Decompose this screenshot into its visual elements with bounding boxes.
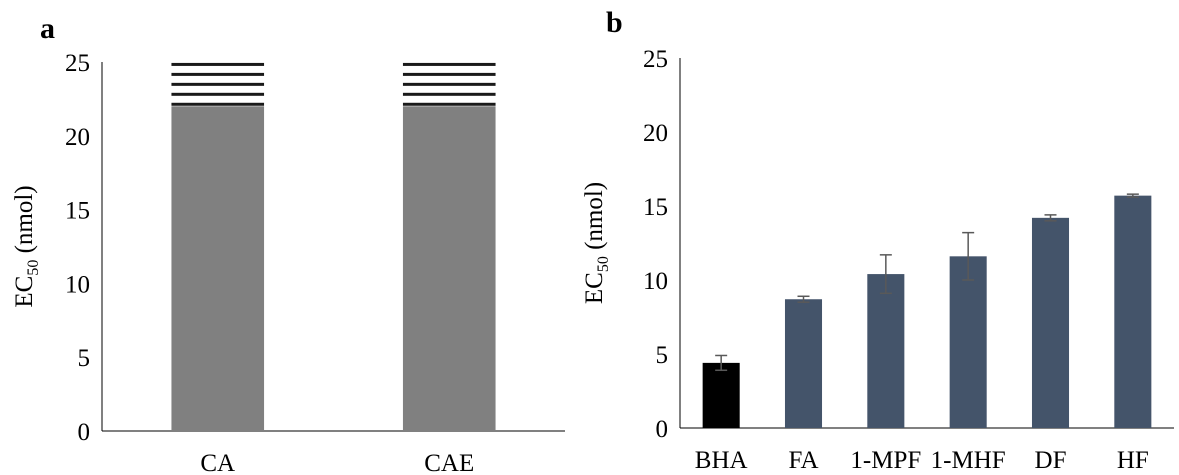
bar-1-mpf xyxy=(867,274,905,428)
y-tick-label: 5 xyxy=(78,345,91,372)
bar-break-line xyxy=(171,72,265,76)
y-tick-label: 0 xyxy=(78,419,91,446)
bar-break-line xyxy=(402,102,496,106)
y-tick-label: 25 xyxy=(643,46,668,73)
bar-hf xyxy=(1114,195,1152,428)
x-tick-label: CAE xyxy=(424,450,474,475)
x-tick-label: BHA xyxy=(695,447,748,474)
y-axis-label: EC50 (nmol) xyxy=(11,185,42,307)
y-tick-label: 20 xyxy=(65,124,90,151)
y-tick-label: 20 xyxy=(643,120,668,147)
y-tick-label: 25 xyxy=(65,50,90,77)
y-tick-label: 15 xyxy=(643,194,668,221)
x-tick-label: 1-MHF xyxy=(931,447,1006,474)
y-tick-label: 10 xyxy=(643,268,668,295)
bar-df xyxy=(1031,217,1070,428)
x-tick-label: HF xyxy=(1117,447,1149,474)
bar-cae xyxy=(402,106,496,431)
bar-break-line xyxy=(402,82,496,86)
bar-bha xyxy=(702,362,740,428)
y-tick-label: 5 xyxy=(656,342,669,369)
x-tick-label: 1-MPF xyxy=(850,447,921,474)
x-tick-label: CA xyxy=(200,450,235,475)
x-tick-label: FA xyxy=(788,447,818,474)
y-axis-label: EC50 (nmol) xyxy=(581,182,612,304)
bar-break-line xyxy=(171,102,265,106)
y-tick-label: 10 xyxy=(65,271,90,298)
y-tick-label: 0 xyxy=(656,416,669,443)
bar-break-line xyxy=(171,82,265,86)
panel-b-letter: b xyxy=(606,6,623,39)
bar-break-line xyxy=(171,62,265,66)
x-tick-label: DF xyxy=(1035,447,1067,474)
bar-fa xyxy=(784,299,823,428)
bar-break-line xyxy=(171,92,265,96)
panel-a-letter: a xyxy=(40,12,55,45)
bar-break-line xyxy=(402,72,496,76)
bar-ca xyxy=(171,106,265,431)
bar-1-mhf xyxy=(949,256,987,428)
bar-break-line xyxy=(402,62,496,66)
y-tick-label: 15 xyxy=(65,198,90,225)
bar-break-line xyxy=(402,92,496,96)
